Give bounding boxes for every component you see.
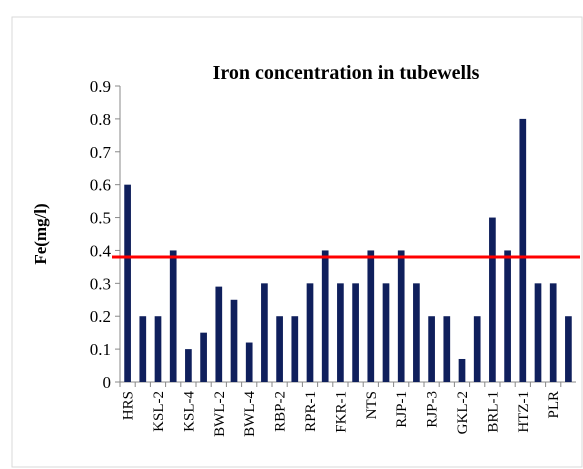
bar bbox=[565, 316, 572, 382]
bar bbox=[154, 316, 162, 382]
bar bbox=[382, 283, 390, 382]
bar bbox=[230, 299, 238, 382]
y-tick-label: 0.8 bbox=[90, 110, 111, 129]
bar bbox=[169, 250, 177, 382]
bar bbox=[124, 184, 131, 382]
bar bbox=[504, 250, 511, 382]
bar bbox=[261, 283, 268, 382]
y-axis-label: Fe(mg/l) bbox=[31, 203, 50, 264]
bar bbox=[367, 250, 375, 382]
bar bbox=[215, 286, 223, 382]
y-tick-label: 0 bbox=[103, 373, 112, 392]
bar bbox=[306, 283, 314, 382]
y-tick-label: 0.9 bbox=[90, 77, 111, 96]
bar bbox=[473, 316, 481, 382]
bar bbox=[413, 283, 420, 382]
chart-title: Iron concentration in tubewells bbox=[213, 62, 480, 84]
y-tick-label: 0.7 bbox=[90, 143, 112, 162]
x-tick-label: FKR-1 bbox=[333, 391, 349, 433]
x-tick-label: RJP-3 bbox=[425, 391, 441, 428]
x-tick-label: NTS bbox=[364, 391, 380, 419]
bar bbox=[534, 283, 542, 382]
x-tick-label: RJP-1 bbox=[394, 391, 410, 428]
bar bbox=[337, 283, 344, 382]
bar bbox=[519, 118, 527, 382]
x-tick-label: KSL-2 bbox=[151, 391, 167, 432]
y-tick-label: 0.3 bbox=[90, 274, 111, 293]
y-tick-label: 0.1 bbox=[90, 340, 111, 359]
bar bbox=[139, 316, 147, 382]
bar bbox=[397, 250, 405, 382]
bar bbox=[321, 250, 329, 382]
x-tick-label: BWL-2 bbox=[212, 391, 228, 437]
bar bbox=[443, 316, 451, 382]
y-tick-label: 0.5 bbox=[90, 209, 111, 228]
x-tick-label: GKL-2 bbox=[455, 391, 471, 434]
x-tick-label: KSL-4 bbox=[181, 391, 197, 432]
bar bbox=[185, 349, 192, 382]
bar bbox=[489, 217, 496, 382]
y-tick-label: 0.6 bbox=[90, 176, 111, 195]
x-tick-label: BWL-4 bbox=[242, 391, 258, 437]
bar bbox=[352, 283, 359, 382]
bar bbox=[549, 283, 557, 382]
x-tick-label: RPR-1 bbox=[303, 391, 319, 432]
bar bbox=[428, 316, 435, 382]
x-tick-label: PLR bbox=[546, 391, 562, 419]
x-tick-label: BRL-1 bbox=[485, 391, 501, 433]
bar bbox=[200, 332, 207, 382]
bar bbox=[291, 316, 299, 382]
bar bbox=[458, 358, 466, 382]
bar bbox=[276, 316, 283, 382]
x-tick-label: HTZ-1 bbox=[516, 391, 532, 433]
bar bbox=[245, 342, 253, 382]
y-tick-label: 0.4 bbox=[90, 241, 112, 260]
x-tick-label: RBP-2 bbox=[273, 391, 289, 432]
x-tick-label: HRS bbox=[121, 391, 137, 420]
chart-frame bbox=[11, 16, 583, 468]
y-tick-label: 0.2 bbox=[90, 307, 111, 326]
